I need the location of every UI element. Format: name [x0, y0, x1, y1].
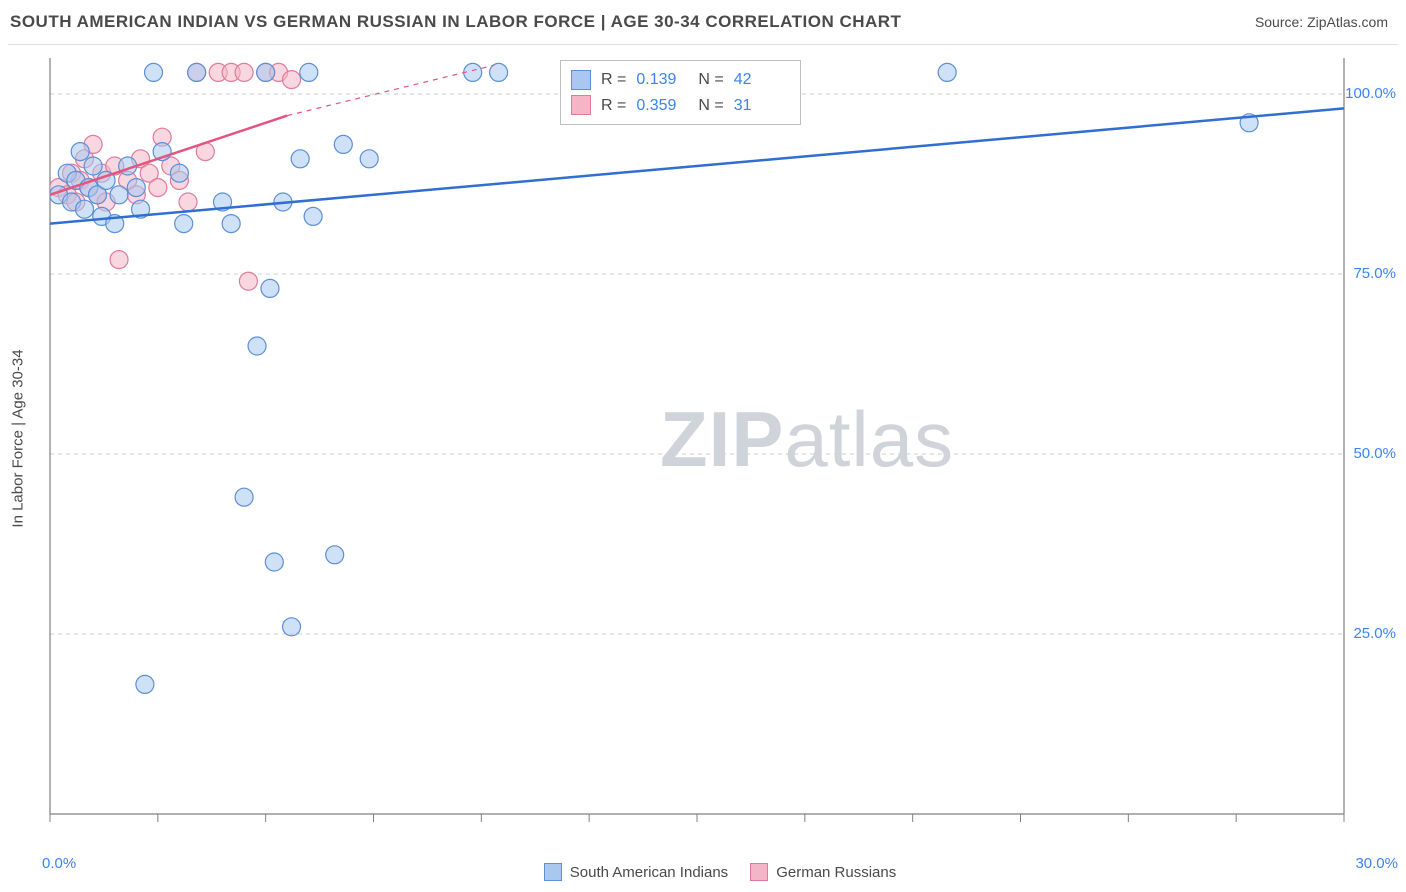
r-value-blue: 0.139: [636, 67, 688, 93]
correlation-stats-box: R = 0.139 N = 42 R = 0.359 N = 31: [560, 60, 801, 125]
r-value-pink: 0.359: [636, 93, 688, 119]
source-label: Source:: [1255, 14, 1307, 30]
y-tick-75: 75.0%: [1353, 265, 1396, 282]
chart-title: SOUTH AMERICAN INDIAN VS GERMAN RUSSIAN …: [10, 12, 901, 32]
n-label: N =: [698, 67, 723, 93]
legend-bottom: South American Indians German Russians: [40, 852, 1400, 892]
n-value-pink: 31: [734, 93, 786, 119]
plot-container: In Labor Force | Age 30-34 ZIPatlas R = …: [0, 44, 1406, 892]
legend-item-blue: South American Indians: [544, 863, 728, 881]
y-tick-25: 25.0%: [1353, 625, 1396, 642]
legend-label-pink: German Russians: [776, 864, 896, 881]
scatter-chart: [40, 44, 1400, 834]
y-axis-label-text: In Labor Force | Age 30-34: [10, 349, 27, 527]
n-label: N =: [698, 93, 723, 119]
source-value: ZipAtlas.com: [1307, 14, 1388, 30]
n-value-blue: 42: [734, 67, 786, 93]
r-label: R =: [601, 67, 626, 93]
r-label: R =: [601, 93, 626, 119]
legend-label-blue: South American Indians: [570, 864, 728, 881]
y-axis-label: In Labor Force | Age 30-34: [0, 44, 36, 832]
stats-row-blue: R = 0.139 N = 42: [571, 67, 786, 93]
y-tick-50: 50.0%: [1353, 445, 1396, 462]
stats-row-pink: R = 0.359 N = 31: [571, 93, 786, 119]
swatch-pink: [571, 95, 591, 115]
chart-source: Source: ZipAtlas.com: [1255, 14, 1388, 30]
chart-header: SOUTH AMERICAN INDIAN VS GERMAN RUSSIAN …: [0, 0, 1406, 44]
legend-swatch-pink: [750, 863, 768, 881]
legend-swatch-blue: [544, 863, 562, 881]
legend-item-pink: German Russians: [750, 863, 896, 881]
swatch-blue: [571, 70, 591, 90]
y-tick-100: 100.0%: [1345, 85, 1396, 102]
